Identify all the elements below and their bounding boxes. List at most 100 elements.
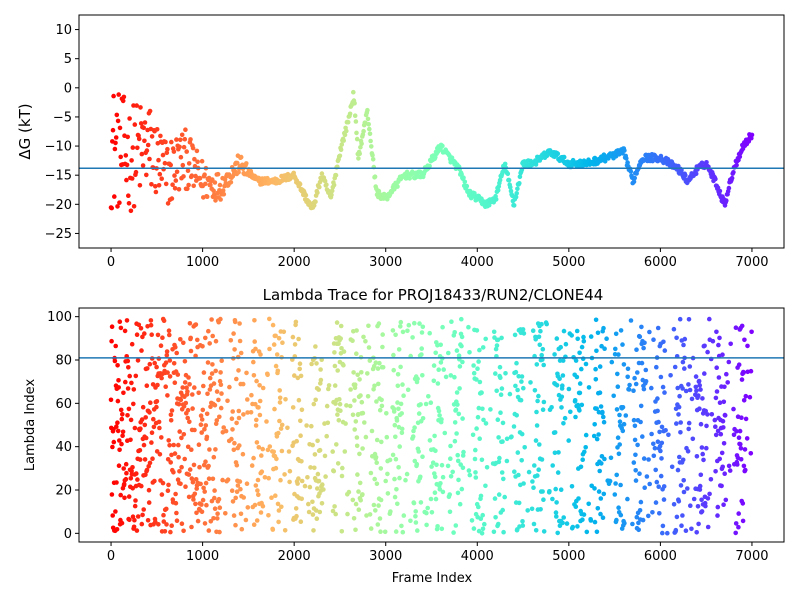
lambda-point xyxy=(379,439,384,445)
lambda-point xyxy=(132,425,138,431)
lambda-point xyxy=(699,497,704,503)
lambda-point xyxy=(560,383,565,389)
lambda-point xyxy=(378,529,383,534)
lambda-point xyxy=(541,529,547,534)
lambda-point xyxy=(269,495,274,501)
lambda-point xyxy=(519,379,524,384)
lambda-point xyxy=(398,364,403,370)
lambda-point xyxy=(680,513,685,518)
lambda-point xyxy=(248,410,254,415)
lambda-point xyxy=(236,368,241,373)
lambda-point xyxy=(331,468,337,474)
lambda-point xyxy=(727,468,733,473)
lambda-point xyxy=(273,493,278,499)
lambda-point xyxy=(405,387,411,393)
lambda-point xyxy=(379,397,384,403)
lambda-point xyxy=(372,476,378,482)
lambda-point xyxy=(155,332,161,338)
lambda-point xyxy=(721,425,726,430)
lambda-point xyxy=(683,388,689,394)
lambda-point xyxy=(577,408,582,413)
lambda-point xyxy=(198,413,204,419)
lambda-point xyxy=(455,490,461,496)
lambda-point xyxy=(427,438,433,443)
lambda-point xyxy=(350,497,356,503)
lambda-point xyxy=(494,343,500,348)
lambda-point xyxy=(722,471,727,477)
delta-g-point xyxy=(508,185,513,190)
lambda-point xyxy=(299,459,304,464)
lambda-point xyxy=(172,451,178,456)
lambda-point xyxy=(720,352,725,358)
lambda-point xyxy=(397,475,402,481)
lambda-point xyxy=(276,430,281,436)
delta-g-point xyxy=(123,153,129,158)
lambda-point xyxy=(441,367,447,372)
lambda-point xyxy=(200,344,205,349)
lambda-point xyxy=(203,335,208,341)
lambda-point xyxy=(162,529,168,534)
lambda-point xyxy=(651,337,656,343)
x-tick-label: 4000 xyxy=(461,255,494,270)
lambda-point xyxy=(513,383,518,389)
lambda-point xyxy=(457,364,463,369)
lambda-point xyxy=(675,385,680,391)
lambda-point xyxy=(196,442,202,448)
lambda-point xyxy=(163,360,169,366)
lambda-point xyxy=(413,509,419,514)
lambda-point xyxy=(165,457,171,462)
delta-g-point xyxy=(359,141,364,147)
lambda-point xyxy=(470,432,476,438)
delta-g-point xyxy=(164,150,170,156)
lambda-point xyxy=(498,375,503,381)
lambda-point xyxy=(550,463,555,468)
lambda-point xyxy=(659,440,665,446)
lambda-point xyxy=(501,476,506,482)
lambda-point xyxy=(207,387,213,392)
lambda-point xyxy=(710,338,716,344)
lambda-point xyxy=(498,410,503,416)
lambda-point xyxy=(655,396,660,401)
lambda-point xyxy=(600,409,605,415)
lambda-point xyxy=(625,374,630,380)
lambda-point xyxy=(597,364,603,369)
lambda-point xyxy=(177,429,182,434)
lambda-point xyxy=(211,381,217,386)
lambda-point xyxy=(656,419,661,425)
lambda-point xyxy=(139,417,145,422)
lambda-point xyxy=(723,497,729,503)
lambda-point xyxy=(634,514,640,520)
lambda-point xyxy=(537,442,542,447)
delta-g-point xyxy=(125,134,130,140)
lambda-point xyxy=(142,457,148,462)
lambda-point xyxy=(707,316,712,322)
lambda-point xyxy=(452,438,458,444)
lambda-point xyxy=(378,497,384,503)
lambda-point xyxy=(115,363,120,368)
lambda-point xyxy=(324,433,330,439)
lambda-point xyxy=(554,500,559,505)
y-tick-label: 100 xyxy=(47,310,72,325)
delta-g-point xyxy=(116,92,121,97)
lambda-point xyxy=(398,401,404,407)
lambda-point xyxy=(731,406,736,412)
lambda-point xyxy=(160,480,166,486)
lambda-point xyxy=(467,350,472,355)
lambda-point xyxy=(530,479,535,484)
lambda-point xyxy=(189,476,195,481)
lambda-point xyxy=(181,432,187,437)
lambda-point xyxy=(207,447,212,452)
lambda-point xyxy=(592,486,597,491)
delta-g-point xyxy=(497,177,503,183)
lambda-point xyxy=(633,478,639,483)
delta-g-point xyxy=(156,157,161,163)
lambda-point xyxy=(452,374,457,380)
lambda-point xyxy=(169,452,174,458)
lambda-point xyxy=(598,404,604,409)
lambda-point xyxy=(199,502,204,507)
lambda-point xyxy=(496,492,502,497)
lambda-point xyxy=(686,426,691,432)
lambda-point xyxy=(495,337,501,343)
delta-g-point xyxy=(134,103,139,108)
lambda-point xyxy=(476,405,482,411)
